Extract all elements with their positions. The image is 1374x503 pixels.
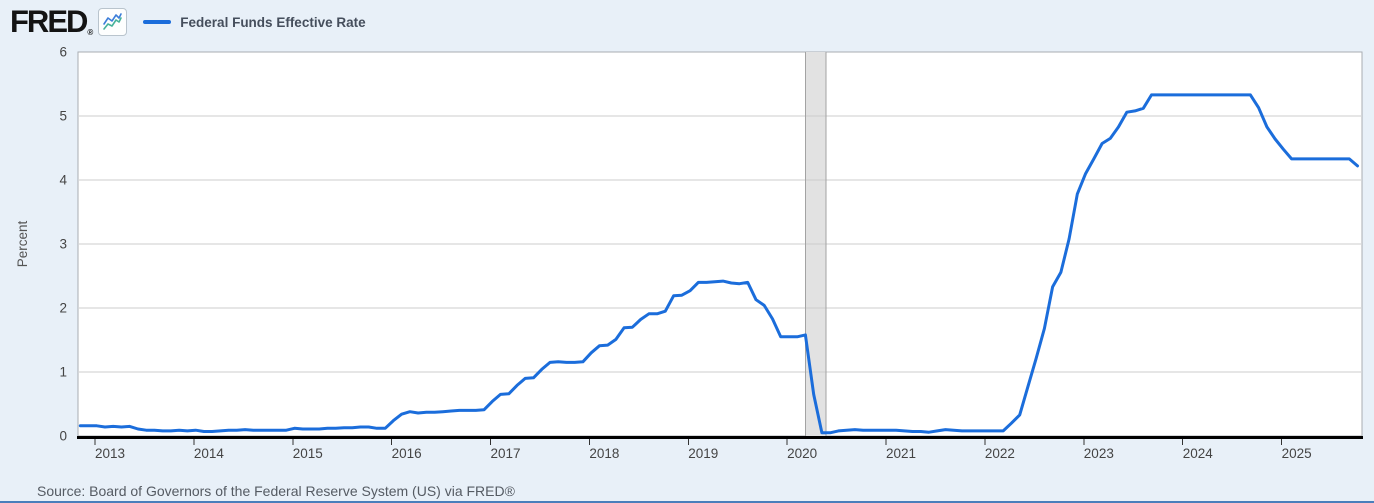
x-tick-label: 2018	[589, 446, 619, 461]
fred-logo[interactable]: FRED	[10, 3, 88, 40]
bottom-divider	[0, 501, 1374, 503]
x-tick-label: 2017	[491, 446, 521, 461]
chart-area[interactable]: 2013 2014 2015 2016 2017 2018 2019 2020 2021 2022…	[0, 0, 1374, 480]
x-tick-label: 2015	[293, 446, 323, 461]
x-tick-label: 2025	[1282, 446, 1312, 461]
source-text: Source: Board of Governors of the Federa…	[37, 483, 515, 499]
y-tick-label: 6	[59, 45, 67, 60]
x-tick-label: 2014	[194, 446, 225, 461]
legend-line-marker	[143, 20, 172, 24]
y-tick-label: 1	[59, 365, 67, 380]
x-tick-label: 2016	[392, 446, 422, 461]
x-tick-label: 2019	[688, 446, 718, 461]
y-tick-label: 0	[59, 429, 67, 444]
x-tick-label: 2020	[787, 446, 817, 461]
series-line	[78, 93, 1359, 435]
y-axis-title: Percent	[15, 220, 30, 267]
legend-series-label: Federal Funds Effective Rate	[180, 14, 366, 30]
x-tick-label: 2023	[1084, 446, 1114, 461]
line-chart-icon[interactable]	[98, 8, 128, 36]
x-tick-label: 2024	[1183, 446, 1214, 461]
chart-header: FRED ® Federal Funds Effective Rate	[10, 4, 366, 40]
source-row: Source: Board of Governors of the Federa…	[37, 483, 515, 501]
y-tick-label: 5	[59, 109, 67, 124]
y-tick-label: 3	[59, 237, 67, 252]
y-tick-label: 4	[59, 173, 67, 188]
y-tick-label: 2	[59, 301, 67, 316]
x-tick-label: 2013	[95, 446, 125, 461]
x-tick-label: 2021	[886, 446, 916, 461]
registered-trademark: ®	[87, 28, 94, 37]
x-tick-label: 2022	[985, 446, 1015, 461]
